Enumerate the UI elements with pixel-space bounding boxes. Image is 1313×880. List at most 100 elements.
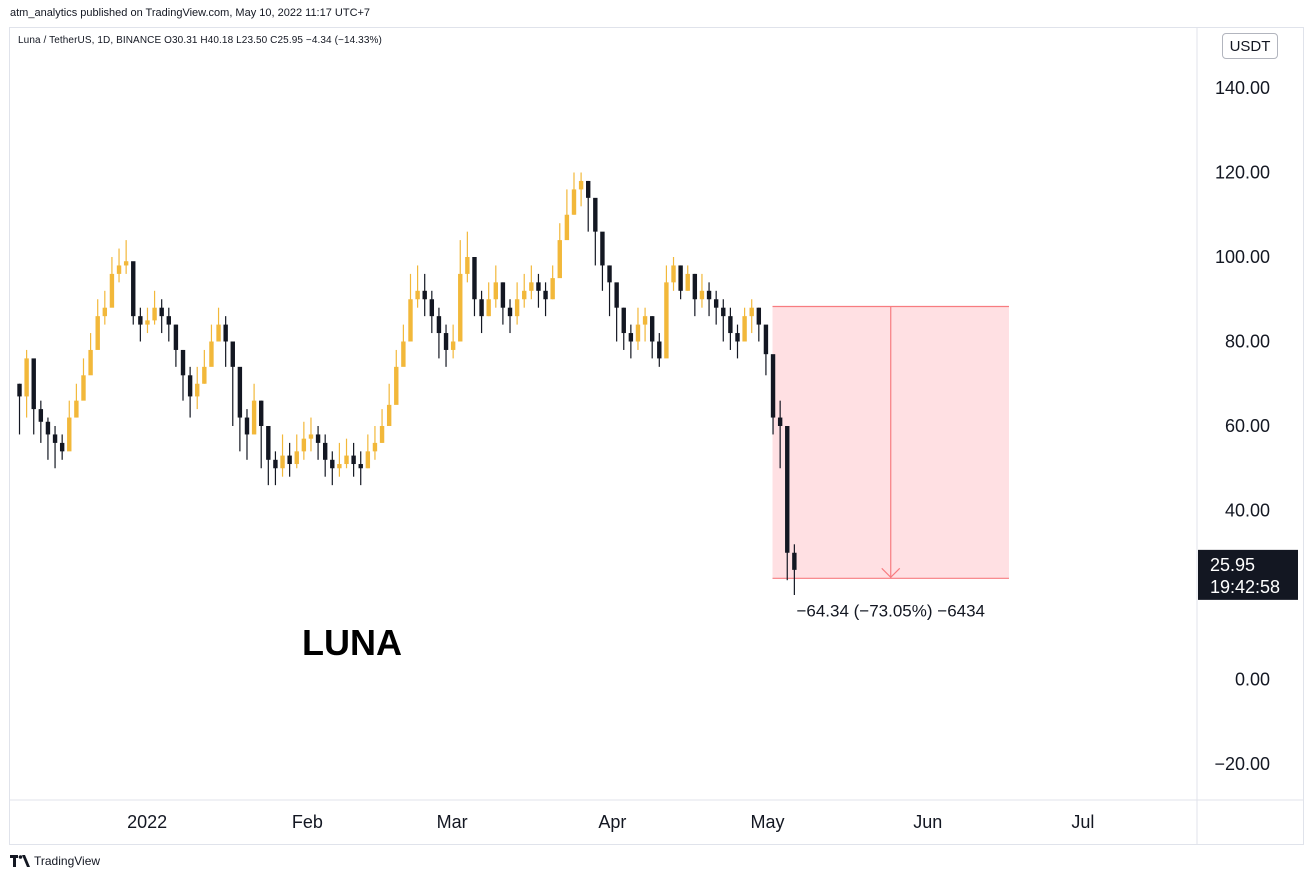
candle-body	[351, 455, 356, 465]
candle-body	[578, 180, 584, 190]
candle-body	[315, 434, 321, 443]
candle-body	[358, 464, 363, 469]
footer-brand-text: TradingView	[34, 854, 101, 868]
candle-body	[564, 214, 570, 241]
currency-button[interactable]: USDT	[1222, 33, 1278, 59]
last-price-label: 25.95	[1210, 555, 1255, 575]
footer-brand[interactable]: TradingView	[10, 854, 100, 868]
candle-body	[628, 333, 634, 342]
candle-body	[138, 316, 143, 325]
candle-body	[209, 341, 214, 367]
candle-body	[88, 349, 93, 376]
candle-body	[294, 451, 299, 465]
candle-body	[514, 299, 520, 317]
candle-body	[642, 316, 648, 325]
candle-body	[223, 324, 228, 342]
x-tick-label: Apr	[598, 812, 626, 832]
candle-body	[522, 290, 527, 300]
candle-body	[131, 261, 136, 317]
candle-body	[493, 282, 498, 300]
candle-body	[195, 383, 200, 397]
candle-body	[770, 354, 776, 418]
candle-body	[344, 455, 349, 465]
candle-body	[81, 375, 86, 401]
candle-body	[550, 278, 555, 300]
candle-body	[450, 341, 456, 350]
candle-body	[557, 240, 562, 279]
candle-body	[102, 307, 108, 317]
candle-body	[259, 400, 264, 426]
candle-body	[386, 404, 392, 426]
candle-body	[244, 417, 250, 435]
candle-body	[202, 366, 207, 384]
candle-body	[17, 383, 22, 397]
candle-body	[230, 341, 235, 367]
candle-body	[614, 282, 619, 308]
candle-body	[458, 273, 463, 342]
candle-body	[31, 358, 36, 410]
candle-body	[287, 455, 292, 465]
candle-body	[216, 324, 221, 342]
y-tick-label: 40.00	[1225, 501, 1270, 521]
candle-body	[59, 442, 65, 452]
x-tick-label: Feb	[292, 812, 323, 832]
y-tick-label: 120.00	[1215, 163, 1270, 183]
candle-body	[436, 316, 442, 334]
candle-body	[500, 282, 506, 308]
measure-arrow-head	[881, 567, 901, 579]
y-tick-label: 0.00	[1235, 670, 1270, 690]
candle-body	[301, 438, 307, 452]
candle-body	[145, 320, 150, 325]
candle-body	[180, 349, 186, 376]
symbol-ohlc-legend: Luna / TetherUS, 1D, BINANCE O30.31 H40.…	[18, 35, 382, 46]
candle-body	[507, 307, 513, 317]
candle-body	[187, 375, 193, 397]
candle-body	[678, 265, 683, 291]
x-tick-label: Jul	[1071, 812, 1094, 832]
candle-body	[792, 552, 797, 570]
candle-body	[394, 366, 399, 405]
candle-body	[671, 265, 676, 283]
candle-body	[657, 341, 662, 359]
candle-body	[237, 366, 243, 418]
candle-body	[685, 273, 690, 291]
candle-body	[429, 299, 435, 317]
y-tick-label: 140.00	[1215, 78, 1270, 98]
candle-body	[486, 299, 491, 317]
candle-body	[95, 316, 100, 350]
candle-body	[116, 265, 122, 274]
candle-body	[692, 273, 698, 300]
candle-body	[173, 324, 179, 350]
candle-body	[571, 189, 577, 215]
candle-body	[742, 316, 747, 342]
candle-body	[607, 265, 612, 283]
candle-body	[635, 324, 641, 342]
candle-body	[159, 307, 164, 317]
candle-body	[472, 257, 477, 300]
candle-body	[45, 421, 51, 435]
candle-body	[756, 307, 762, 325]
candle-body	[586, 180, 591, 198]
x-tick-label: 2022	[127, 812, 167, 832]
chart-frame	[9, 27, 1304, 845]
candle-body	[109, 273, 115, 308]
x-tick-label: Jun	[913, 812, 942, 832]
candle-body	[600, 231, 605, 266]
candle-body	[543, 290, 548, 300]
candle-body	[67, 417, 72, 452]
candle-body	[308, 434, 314, 439]
candle-body	[330, 459, 335, 469]
candle-body	[337, 464, 342, 469]
candle-body	[649, 316, 655, 342]
candle-body	[266, 426, 271, 460]
candle-body	[777, 417, 783, 426]
candle-body	[408, 299, 413, 342]
candle-body	[443, 333, 449, 350]
y-tick-label: −20.00	[1214, 754, 1270, 774]
y-tick-label: 60.00	[1225, 416, 1270, 436]
chart-title: LUNA	[302, 622, 402, 663]
candle-body	[38, 409, 44, 422]
tradingview-logo-icon	[10, 855, 30, 867]
candle-body	[749, 307, 754, 317]
